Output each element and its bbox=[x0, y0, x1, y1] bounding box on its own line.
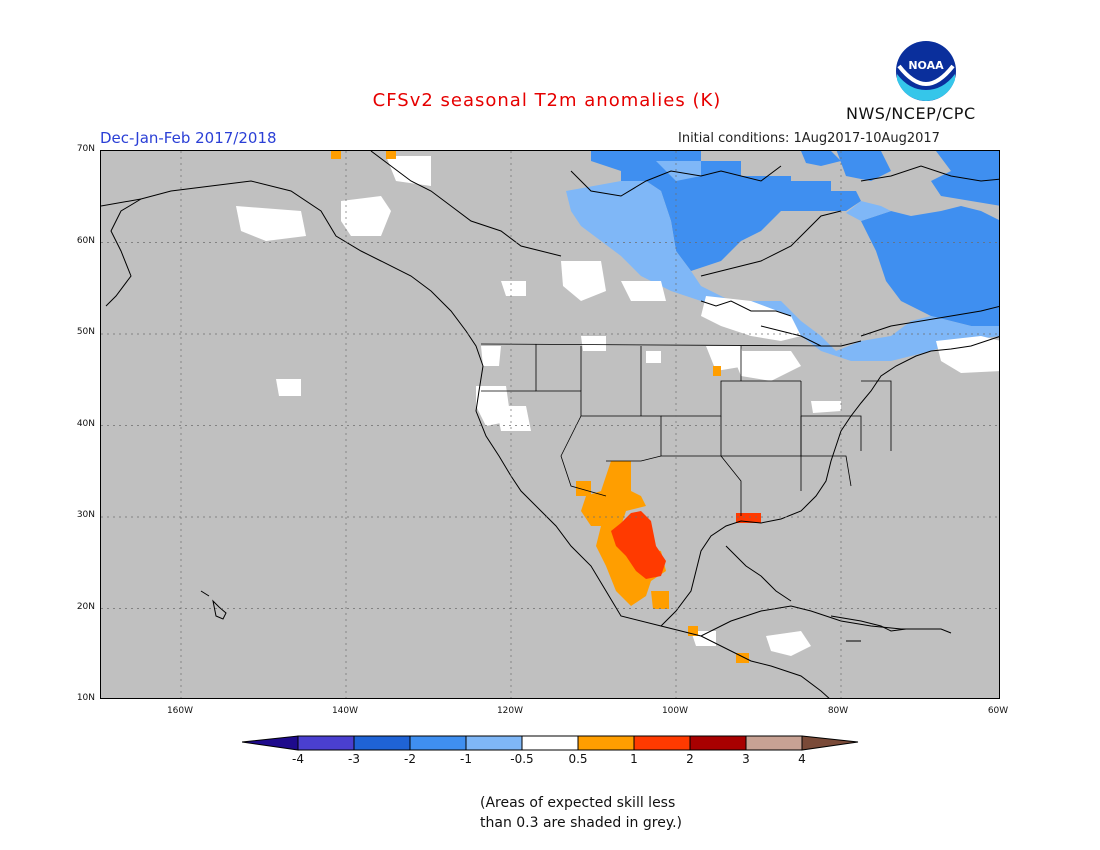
colorbar-swatch bbox=[465, 735, 523, 751]
colorbar bbox=[242, 735, 859, 751]
colorbar-swatch bbox=[745, 735, 803, 751]
colorbar-label: 3 bbox=[742, 752, 750, 766]
colorbar-label: 1 bbox=[630, 752, 638, 766]
colorbar-label: 4 bbox=[798, 752, 806, 766]
colorbar-label: -3 bbox=[348, 752, 360, 766]
anomaly-strong-positive bbox=[611, 511, 761, 579]
anomaly-weak-positive bbox=[331, 151, 749, 663]
footnote-line-2: than 0.3 are shaded in grey.) bbox=[480, 815, 683, 831]
lat-label: 20N bbox=[76, 602, 95, 612]
map-svg bbox=[101, 151, 999, 698]
noaa-logo: NOAA bbox=[896, 41, 956, 101]
lon-label: 80W bbox=[827, 706, 849, 716]
anomaly-near-neutral bbox=[236, 156, 999, 656]
initial-conditions: Initial conditions: 1Aug2017-10Aug2017 bbox=[678, 131, 940, 146]
colorbar-swatch bbox=[633, 735, 691, 751]
colorbar-label: 0.5 bbox=[568, 752, 588, 766]
colorbar-label: 2 bbox=[686, 752, 694, 766]
colorbar-label: -2 bbox=[404, 752, 416, 766]
lat-label: 40N bbox=[76, 419, 95, 429]
lon-label: 140W bbox=[331, 706, 359, 716]
colorbar-swatch bbox=[297, 735, 355, 751]
footnote: (Areas of expected skill less than 0.3 a… bbox=[480, 793, 682, 833]
anomaly-strong-negative bbox=[591, 151, 999, 326]
lon-label: 100W bbox=[661, 706, 689, 716]
lat-label: 60N bbox=[76, 236, 95, 246]
islands bbox=[200, 590, 952, 642]
state-borders bbox=[480, 343, 892, 516]
colorbar-arrow-right bbox=[801, 735, 859, 751]
lon-label: 120W bbox=[496, 706, 524, 716]
lat-label: 30N bbox=[76, 510, 95, 520]
colorbar-label: -0.5 bbox=[510, 752, 534, 766]
logo-text: NOAA bbox=[908, 59, 944, 72]
lon-label: 160W bbox=[166, 706, 194, 716]
colorbar-swatches bbox=[242, 735, 859, 751]
season-label: Dec-Jan-Feb 2017/2018 bbox=[100, 129, 277, 147]
chart-title: CFSv2 seasonal T2m anomalies (K) bbox=[372, 90, 722, 111]
lat-label: 50N bbox=[76, 327, 95, 337]
gridlines bbox=[101, 151, 999, 698]
coastlines bbox=[101, 151, 999, 698]
footnote-line-1: (Areas of expected skill less bbox=[480, 795, 676, 811]
lon-label: 60W bbox=[987, 706, 1009, 716]
lat-label: 70N bbox=[76, 144, 95, 154]
colorbar-swatch bbox=[577, 735, 635, 751]
colorbar-swatch bbox=[353, 735, 411, 751]
colorbar-label: -4 bbox=[292, 752, 304, 766]
colorbar-swatch bbox=[521, 735, 579, 751]
colorbar-swatch bbox=[689, 735, 747, 751]
colorbar-swatch bbox=[409, 735, 467, 751]
anomaly-map bbox=[100, 150, 1000, 699]
colorbar-label: -1 bbox=[460, 752, 472, 766]
credit-label: NWS/NCEP/CPC bbox=[846, 104, 976, 123]
lat-label: 10N bbox=[76, 693, 95, 703]
colorbar-arrow-left bbox=[242, 735, 299, 751]
